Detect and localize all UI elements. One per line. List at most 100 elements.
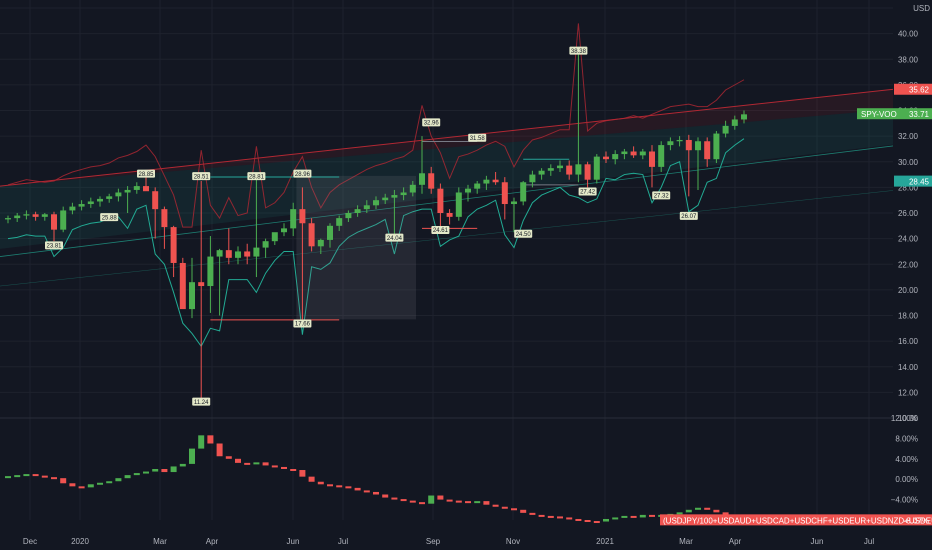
point-label-bg	[569, 46, 588, 55]
candle-body	[658, 145, 665, 167]
time-axis-bg	[0, 530, 932, 550]
symbol-tag: SPY-VOO 33.71	[857, 108, 932, 120]
candle-body	[106, 196, 113, 199]
candle-body	[327, 225, 333, 240]
point-label: 27.32	[652, 191, 671, 200]
sub-bar	[225, 456, 232, 459]
candle-body	[621, 151, 628, 155]
point-label: 31.58	[468, 133, 487, 142]
candle-body	[271, 232, 278, 242]
point-label: 17.66	[293, 319, 312, 328]
price-tick: 24.00	[898, 235, 919, 244]
point-label: 28.81	[247, 172, 266, 181]
candle-body	[639, 151, 646, 156]
candle-body	[363, 205, 370, 210]
sub-tick: 12.00%	[891, 414, 918, 423]
sub-bar	[336, 485, 343, 488]
sub-bar	[23, 474, 30, 477]
sub-bar	[593, 521, 600, 524]
symbol-last-price: 33.71	[909, 110, 930, 119]
sub-bar	[271, 465, 278, 468]
sub-series-name: (USDJPY/100+USDAUD+USDCAD+USDCHF+USDEUR+…	[663, 516, 932, 525]
candle-body	[529, 174, 536, 183]
sub-bar	[78, 486, 85, 489]
point-label-bg	[247, 172, 266, 181]
price-tick: 18.00	[898, 312, 919, 321]
candle-body	[676, 139, 683, 142]
sub-bar	[179, 463, 186, 467]
sub-bar	[124, 475, 131, 479]
time-tick: Sep	[426, 537, 441, 546]
sub-bar	[391, 497, 398, 500]
candle-body	[235, 251, 241, 258]
price-tick: 10.00	[898, 414, 919, 423]
point-label-text: 28.96	[295, 172, 311, 178]
symbol-tag-bg	[857, 108, 932, 120]
point-label-text: 38.38	[571, 49, 587, 55]
price-tick: 32.00	[898, 132, 919, 141]
point-label-text: 25.88	[102, 215, 118, 221]
point-label-bg	[514, 229, 533, 238]
candle-body	[566, 165, 573, 175]
point-label-bg	[431, 225, 450, 234]
candle-body	[373, 200, 379, 206]
sub-bar	[584, 520, 591, 522]
sub-bar	[14, 475, 21, 478]
candle-body	[5, 218, 11, 220]
candle-body	[143, 186, 149, 192]
candle-body	[161, 209, 168, 228]
candle-body	[419, 173, 425, 185]
point-label-text: 31.58	[470, 136, 486, 142]
sub-bar	[520, 509, 527, 513]
upper-price-tag: 35.62	[894, 83, 932, 95]
point-label-text: 27.32	[654, 194, 670, 200]
sub-bar	[253, 462, 260, 465]
candle-body	[575, 164, 582, 175]
sub-bar	[60, 478, 67, 484]
sub-bar	[262, 462, 269, 466]
candle-body	[170, 227, 177, 263]
point-label-text: 24.50	[516, 232, 532, 238]
sub-bar	[455, 500, 462, 503]
candle-body	[244, 251, 251, 257]
point-label: 28.85	[137, 169, 155, 178]
sub-bar	[354, 487, 361, 491]
candle-body	[630, 151, 637, 156]
sub-bar	[106, 481, 113, 484]
point-label: 28.51	[192, 172, 211, 180]
candle-body	[722, 125, 729, 134]
sub-bar	[612, 517, 619, 520]
sub-bar	[363, 490, 370, 493]
sub-bar	[382, 494, 389, 498]
sub-bar	[511, 508, 517, 511]
sub-bar	[87, 484, 94, 488]
sub-bar	[603, 518, 609, 522]
candle-body	[612, 154, 619, 160]
candle-body	[152, 191, 159, 210]
price-tick: 14.00	[898, 363, 919, 372]
candle-body	[409, 184, 416, 193]
sub-bar	[115, 478, 122, 482]
sub-bar	[501, 506, 508, 509]
lower-channel-band	[0, 107, 910, 249]
price-tick: 22.00	[898, 260, 919, 269]
sub-bar	[547, 515, 554, 518]
candle-body	[731, 119, 738, 126]
candle-body	[667, 141, 674, 146]
sub-name-tag-bg	[660, 514, 932, 526]
sub-bar	[152, 469, 159, 472]
sub-bar	[373, 491, 379, 495]
sub-bar	[5, 476, 11, 479]
sub-tick: 0.00%	[895, 475, 918, 484]
candle-body	[78, 204, 85, 207]
sub-bar	[566, 517, 573, 520]
price-tick: 38.00	[898, 55, 919, 64]
price-tick: 40.00	[898, 30, 919, 39]
time-tick: Jul	[338, 537, 348, 546]
time-tick: Jun	[287, 537, 300, 546]
candle-body	[124, 189, 131, 193]
candle-body	[685, 139, 692, 151]
sub-bar	[198, 435, 205, 449]
